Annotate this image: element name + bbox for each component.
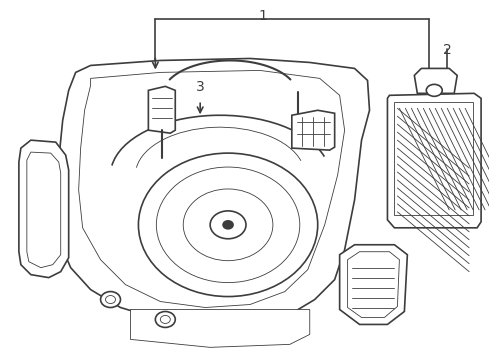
Polygon shape [27, 152, 61, 268]
Ellipse shape [105, 296, 116, 303]
Text: 1: 1 [259, 9, 268, 23]
Ellipse shape [100, 292, 121, 307]
Polygon shape [415, 68, 457, 93]
Polygon shape [130, 310, 310, 347]
Polygon shape [148, 86, 175, 133]
Polygon shape [347, 252, 399, 318]
Polygon shape [388, 93, 481, 228]
Text: 2: 2 [443, 42, 452, 57]
Ellipse shape [160, 315, 171, 323]
Polygon shape [78, 71, 344, 307]
Text: 3: 3 [196, 80, 204, 94]
Ellipse shape [156, 167, 300, 283]
Ellipse shape [210, 211, 246, 239]
Polygon shape [394, 102, 473, 215]
Polygon shape [19, 140, 69, 278]
Polygon shape [292, 110, 335, 150]
Polygon shape [340, 245, 407, 324]
Polygon shape [56, 58, 369, 324]
Ellipse shape [155, 311, 175, 328]
Ellipse shape [138, 153, 318, 297]
Ellipse shape [223, 221, 233, 229]
Ellipse shape [426, 84, 442, 96]
Ellipse shape [183, 189, 273, 261]
